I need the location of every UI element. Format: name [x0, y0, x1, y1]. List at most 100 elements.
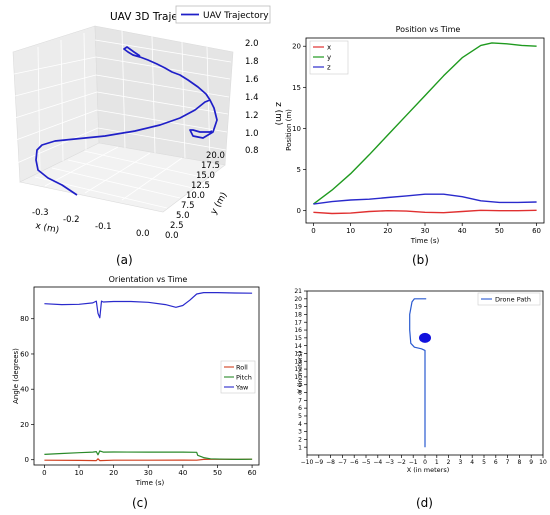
panel-c-xlabel: Time (s)	[135, 479, 165, 487]
x-tick-label: −7	[338, 459, 347, 466]
panel-c: Orientation vs Time 0 10 20 30 40 50 60 0 20 40 60…	[12, 275, 260, 510]
caption-c: (c)	[132, 496, 148, 510]
x-tick-label: −3	[385, 459, 394, 466]
panel-a-grid	[13, 29, 232, 209]
panel-b-title: Position vs Time	[396, 25, 461, 34]
x-tick-label: 1	[435, 459, 439, 466]
z-tick: 1.6	[245, 75, 259, 85]
panel-d-lines	[409, 298, 427, 448]
series-line-pitch	[44, 450, 253, 460]
x-tick-label: 50	[213, 469, 222, 477]
x-tick-label: −8	[326, 459, 335, 466]
x-tick-label: 60	[532, 227, 541, 235]
y-tick-label: 20	[294, 296, 302, 303]
z-tick: 1.4	[245, 93, 259, 103]
panel-d: −10 −9 −8 −7 −6 −5 −4 −3 −2 −1 0 1 2 3 4 5 6 7 8 9 101234567…	[294, 288, 547, 510]
y-tick-label: 14	[294, 343, 302, 350]
panel-b-ylabel: Position (m)	[285, 109, 293, 151]
legend-label-uav-trajectory: UAV Trajectory	[203, 11, 269, 21]
z-tick: 1.0	[245, 129, 259, 139]
y-tick-label: 16	[294, 327, 302, 334]
x-tick-label: 0	[311, 227, 315, 235]
y-tick-label: 18	[294, 312, 302, 319]
panel-b-legend: x y z	[309, 40, 349, 75]
y-tick-label: 20	[292, 43, 301, 51]
y-tick: 2.5	[170, 221, 184, 231]
y-tick-label: 1	[298, 444, 302, 451]
x-tick-label: 10	[346, 227, 355, 235]
x-tick-label: 20	[109, 469, 118, 477]
legend-label-drone-path: Drone Path	[495, 296, 531, 304]
y-tick-label: 2	[298, 436, 302, 443]
x-tick-label: −1	[409, 459, 418, 466]
x-tick-label: 40	[178, 469, 187, 477]
x-tick-label: 40	[458, 227, 467, 235]
panel-a-x-ticks: -0.3 -0.2 -0.1 0.0	[32, 208, 150, 239]
x-tick-label: 30	[421, 227, 430, 235]
y-tick-label: 8	[298, 390, 302, 397]
y-tick-label: 10	[294, 374, 302, 381]
z-tick: 1.8	[245, 57, 259, 67]
x-tick-label: −5	[362, 459, 371, 466]
y-tick-label: 15	[294, 335, 302, 342]
series-line-y	[312, 42, 537, 205]
y-tick-label: 20	[20, 421, 29, 429]
x-tick-label: 10	[539, 459, 547, 466]
z-tick: 0.8	[245, 146, 259, 156]
x-tick-label: 10	[75, 469, 84, 477]
y-tick-label: 9	[298, 382, 302, 389]
panel-d-ticks: −10 −9 −8 −7 −6 −5 −4 −3 −2 −1 0 1 2 3 4 5 6 7 8 9 101234567…	[294, 288, 547, 466]
x-tick-label: 7	[506, 459, 510, 466]
x-tick-label: 0	[42, 469, 46, 477]
series-line-z	[313, 193, 537, 205]
y-tick: 10.0	[186, 191, 205, 201]
x-tick: 0.0	[136, 229, 150, 239]
y-tick-label: 40	[20, 386, 29, 394]
x-tick-label: 0	[423, 459, 427, 466]
z-tick: 2.0	[245, 39, 259, 49]
x-tick-label: 6	[494, 459, 498, 466]
panel-a-legend: UAV Trajectory	[175, 5, 271, 24]
panel-c-ylabel: Angle (degrees)	[12, 348, 20, 404]
x-tick-label: 20	[383, 227, 392, 235]
y-tick-label: 7	[298, 397, 302, 404]
x-tick: -0.2	[63, 215, 80, 225]
y-axis-label: y (m)	[209, 191, 230, 217]
caption-a: (a)	[116, 253, 133, 267]
legend-label-z: z	[327, 64, 331, 72]
y-tick-label: 60	[20, 350, 29, 358]
x-tick: -0.3	[32, 208, 49, 218]
legend-label-yaw: Yaw	[235, 384, 249, 392]
panel-d-legend: Drone Path	[477, 292, 541, 306]
y-tick-label: 4	[298, 421, 302, 428]
pane-floor	[19, 142, 226, 213]
panel-c-lines	[44, 292, 253, 462]
panel-a-y-ticks: 0.0 2.5 5.0 7.5 10.0 12.5 15.0 17.5 20.0	[165, 151, 225, 241]
y-tick-label: 12	[294, 358, 302, 365]
y-tick: 20.0	[206, 151, 225, 161]
panel-d-xlabel: X (in meters)	[407, 466, 450, 474]
x-tick-label: 5	[482, 459, 486, 466]
panel-c-title: Orientation vs Time	[109, 275, 188, 284]
y-tick-label: 80	[20, 315, 29, 323]
y-tick-label: 19	[294, 304, 302, 311]
y-tick: 17.5	[201, 161, 220, 171]
legend-label-pitch: Pitch	[236, 374, 252, 382]
panel-a-z-ticks: 0.8 1.0 1.2 1.4 1.6 1.8 2.0	[245, 39, 259, 156]
y-tick: 12.5	[191, 181, 210, 191]
y-tick-label: 13	[294, 351, 302, 358]
series-line-x	[313, 209, 537, 215]
x-tick-label: 2	[447, 459, 451, 466]
z-tick: 1.2	[245, 111, 259, 121]
panel-b-xlabel: Time (s)	[410, 237, 440, 245]
panel-b: Position vs Time 0 10 20 30 40 50 60 0 5 10 15 20 P…	[285, 25, 545, 267]
series-line-yaw	[44, 292, 253, 319]
x-tick-label: 50	[495, 227, 504, 235]
caption-b: (b)	[412, 253, 429, 267]
caption-d: (d)	[416, 496, 433, 510]
series-line-drone-path	[409, 298, 427, 448]
x-tick-label: −6	[350, 459, 359, 466]
legend-label-y: y	[327, 54, 331, 62]
x-tick: -0.1	[95, 222, 112, 232]
